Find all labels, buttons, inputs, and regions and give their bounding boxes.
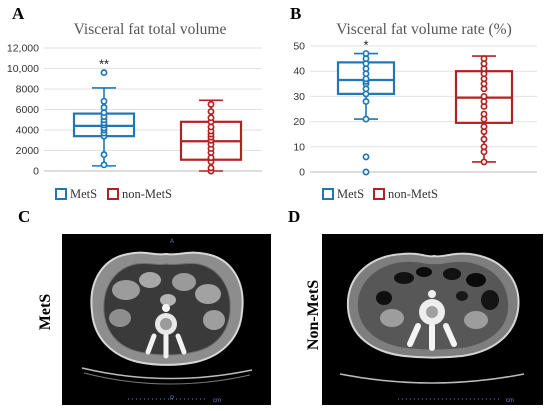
y-tick-label: 0 — [33, 166, 39, 178]
y-tick-label: 40 — [293, 66, 305, 78]
data-point — [480, 123, 488, 131]
data-point — [480, 110, 488, 118]
ct-scan-mets: A P cm — [62, 234, 271, 405]
panel-letter-a: A — [12, 4, 25, 23]
y-tick-label: 8000 — [16, 84, 40, 96]
significance-annotation: ** — [99, 57, 109, 72]
data-point — [100, 69, 108, 77]
data-point — [207, 114, 215, 122]
y-tick-label: 10,000 — [7, 63, 39, 75]
chart-a-title: Visceral fat total volume — [74, 21, 227, 38]
y-tick-label: 4000 — [16, 125, 40, 137]
legend-entry: non-MetS — [388, 187, 438, 201]
data-point — [100, 161, 108, 169]
significance-annotation: * — [363, 38, 368, 53]
y-tick-label: 2000 — [16, 145, 40, 157]
ct-non-mets-scale-unit: cm — [506, 398, 514, 404]
y-tick-label: 6000 — [16, 104, 40, 116]
data-point — [207, 164, 215, 172]
y-tick-label: 50 — [293, 41, 305, 53]
legend-swatch — [55, 188, 67, 200]
data-point — [362, 153, 370, 161]
panel-letter-c: C — [18, 207, 30, 226]
ct-mets-scale-unit: cm — [213, 398, 221, 404]
box-series-non-mets — [454, 55, 514, 166]
data-point — [480, 135, 488, 143]
data-point — [207, 108, 215, 116]
y-tick-label: 10 — [293, 141, 305, 153]
legend-entry: non-MetS — [122, 187, 172, 201]
data-point — [480, 143, 488, 151]
data-point — [362, 97, 370, 105]
chart-b: 0 10 20 30 40 50 * MetS non-MetS — [293, 38, 537, 201]
panel-d-side-label: Non-MetS — [305, 280, 322, 350]
data-point — [100, 151, 108, 159]
chart-a: 0 2000 4000 6000 8000 10,000 12,000 ** MetS non-M… — [7, 43, 262, 201]
legend-swatch — [322, 188, 334, 200]
panel-letter-d: D — [288, 207, 300, 226]
legend-entry: MetS — [70, 187, 97, 201]
box-series-mets — [72, 69, 136, 169]
legend-swatch — [373, 188, 385, 200]
panel-c-side-label: MetS — [37, 294, 54, 331]
y-tick-label: 20 — [293, 116, 305, 128]
data-point — [207, 100, 215, 108]
y-tick-label: 30 — [293, 91, 305, 103]
ct-mets-anterior-marker: A — [170, 239, 174, 245]
legend-swatch — [107, 188, 119, 200]
legend-entry: MetS — [337, 187, 364, 201]
y-tick-label: 0 — [299, 167, 305, 179]
data-point — [362, 115, 370, 123]
y-tick-label: 12,000 — [7, 43, 39, 55]
data-point — [362, 168, 370, 176]
chart-b-title: Visceral fat volume rate (%) — [336, 21, 512, 38]
data-point — [100, 97, 108, 105]
box-series-non-mets — [179, 99, 243, 175]
data-point — [480, 158, 488, 166]
ct-scan-non-mets: cm — [322, 234, 543, 405]
data-point — [362, 50, 370, 58]
data-point — [100, 103, 108, 111]
box-series-mets — [336, 50, 396, 176]
data-point — [480, 92, 488, 100]
panel-letter-b: B — [290, 4, 301, 23]
data-point — [480, 55, 488, 63]
